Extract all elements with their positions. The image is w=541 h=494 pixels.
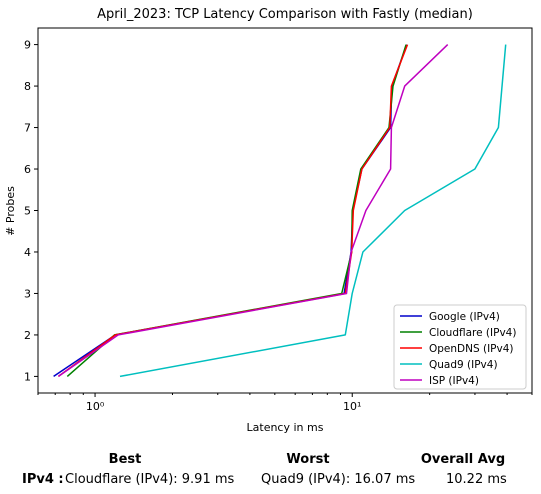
y-axis-label: # Probes — [4, 186, 17, 236]
y-tick-label: 8 — [24, 80, 31, 93]
legend-label: Quad9 (IPv4) — [429, 359, 498, 371]
protocol-label: IPv4 : — [22, 472, 64, 487]
y-tick-label: 6 — [24, 163, 31, 176]
x-axis: 10⁰ 10¹ — [37, 393, 533, 413]
x-tick-label: 10¹ — [343, 400, 361, 413]
y-tick-label: 2 — [24, 329, 31, 342]
best-header: Best — [108, 452, 142, 467]
worst-value: Quad9 (IPv4): 16.07 ms — [261, 472, 416, 487]
legend-label: Cloudflare (IPv4) — [429, 327, 516, 339]
legend-label: ISP (IPv4) — [429, 375, 479, 387]
y-tick-label: 5 — [24, 205, 31, 218]
legend-box — [393, 304, 527, 390]
x-tick-label: 10⁰ — [86, 400, 105, 413]
series-lines — [53, 44, 507, 378]
series-line-quad9-ipv4 — [119, 44, 507, 378]
series-line-isp-ipv4 — [57, 44, 449, 378]
legend-label: OpenDNS (IPv4) — [429, 343, 514, 355]
y-tick-label: 3 — [24, 287, 31, 300]
y-axis: 1 2 3 4 5 6 7 8 9 — [24, 39, 38, 383]
x-axis-label: Latency in ms — [247, 421, 324, 434]
chart-title: April_2023: TCP Latency Comparison with … — [97, 7, 473, 22]
overall-avg-value: 10.22 ms — [446, 472, 507, 487]
y-tick-label: 1 — [24, 370, 31, 383]
best-value: Cloudflare (IPv4): 9.91 ms — [65, 472, 235, 487]
y-tick-label: 9 — [24, 39, 31, 52]
overall-avg-header: Overall Avg — [420, 452, 506, 467]
legend: Google (IPv4) Cloudflare (IPv4) OpenDNS (I… — [393, 304, 527, 390]
legend-label: Google (IPv4) — [429, 311, 500, 323]
y-tick-label: 7 — [24, 122, 31, 135]
worst-header: Worst — [286, 452, 330, 467]
y-tick-label: 4 — [24, 246, 31, 259]
